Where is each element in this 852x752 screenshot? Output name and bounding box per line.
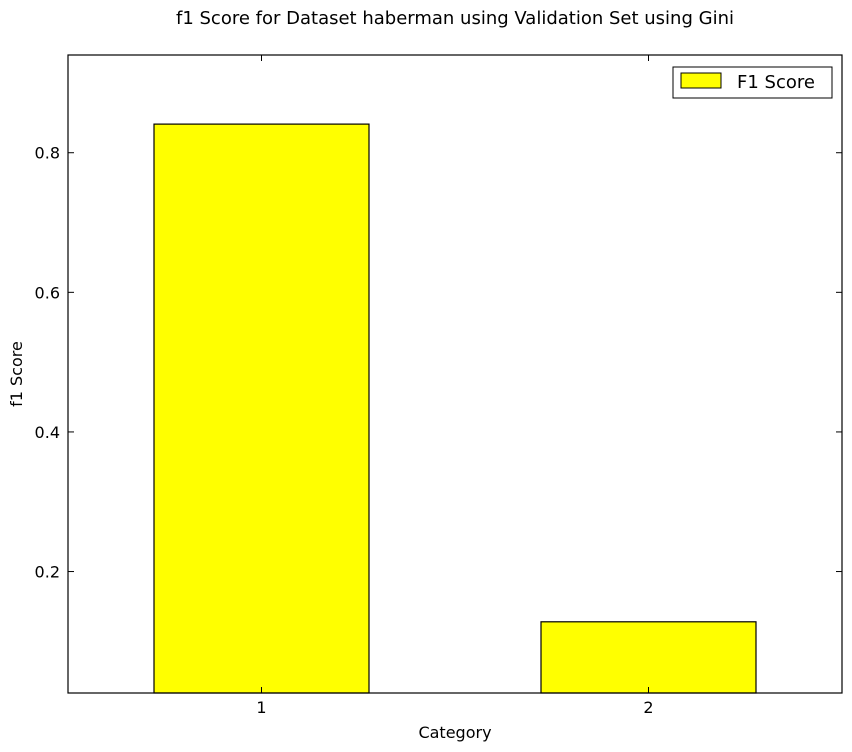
y-tick-label: 0.2 [35, 563, 60, 582]
y-tick-label: 0.8 [35, 144, 60, 163]
ticks-layer: 1 2 0.2 0.4 0.6 0.8 [35, 55, 842, 717]
y-tick-label: 0.4 [35, 423, 60, 442]
bar-category-1 [153, 123, 370, 694]
x-axis-label: Category [418, 723, 491, 742]
legend: F1 Score [672, 66, 833, 99]
x-tick-label: 2 [643, 698, 653, 717]
legend-label: F1 Score [737, 72, 815, 93]
bars-layer [153, 123, 757, 694]
y-axis-label: f1 Score [7, 341, 26, 407]
x-tick-label: 1 [256, 698, 266, 717]
legend-swatch [680, 72, 722, 89]
chart-title: f1 Score for Dataset haberman using Vali… [176, 8, 734, 29]
y-tick-label: 0.6 [35, 283, 60, 302]
bar-category-2 [540, 621, 757, 694]
plot-frame [67, 54, 843, 694]
